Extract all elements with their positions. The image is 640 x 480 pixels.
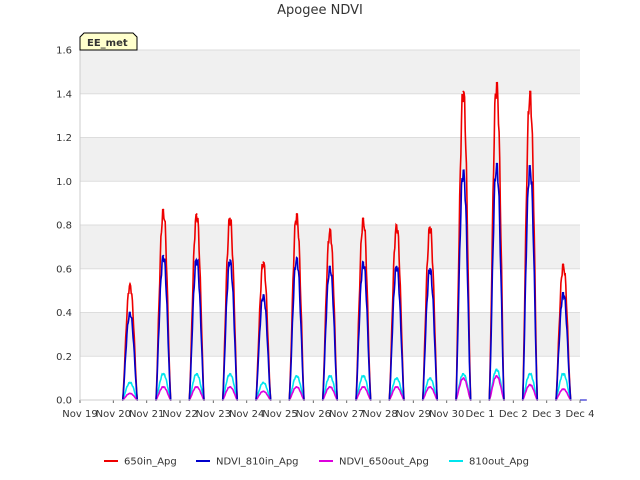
y-tick-label: 0.2 [56,352,72,363]
x-tick-label: Nov 25 [262,409,297,420]
data-point [362,385,365,388]
y-tick-label: 1.4 [56,89,72,100]
legend-item: 810out_Apg [449,457,529,468]
y-tick-label: 0.4 [56,308,72,319]
data-point [562,263,565,266]
data-point [495,375,498,377]
x-tick-label: Nov 21 [129,409,164,420]
data-point [162,254,165,257]
data-point [529,383,531,386]
x-tick-label: Nov 28 [362,409,397,420]
data-point [195,259,198,261]
data-point [362,375,365,377]
data-point [462,377,465,380]
legend-label: NDVI_810in_Apg [216,457,299,468]
data-point [129,283,131,285]
x-tick-label: Nov 27 [329,409,364,420]
legend-label: 650in_Apg [124,457,177,468]
data-point [229,217,231,220]
data-point [329,265,331,268]
data-point [229,259,231,261]
data-point [262,390,265,393]
data-point [195,385,198,388]
data-point [329,385,331,388]
y-tick-label: 0.6 [56,264,72,275]
data-point [295,375,298,377]
data-point [395,224,398,226]
data-point [295,385,298,388]
data-point [462,372,465,375]
data-point [562,388,565,390]
y-tick-label: 1.2 [56,133,72,144]
x-tick-label: Nov 23 [196,409,231,420]
legend-item: NDVI_810in_Apg [196,457,299,468]
data-point [162,208,165,211]
y-tick-label: 0.0 [56,396,72,407]
data-point [529,90,531,93]
data-point [162,372,165,375]
chart-title: Apogee NDVI [277,3,363,18]
data-point [562,372,565,375]
legend-item: NDVI_650out_Apg [319,457,429,468]
data-point [329,375,331,377]
data-point [129,381,131,384]
x-tick-label: Nov 29 [396,409,431,420]
x-tick-label: Nov 22 [162,409,197,420]
data-point [429,226,431,229]
data-point [129,311,131,314]
y-tick-label: 1.0 [56,177,72,188]
x-tick-label: Nov 26 [296,409,331,420]
data-point [462,90,465,93]
data-point [495,81,498,84]
data-point [529,165,531,167]
site-badge-label: EE_met [87,38,128,49]
data-point [562,291,565,294]
x-tick-label: Nov 19 [62,409,97,420]
data-point [495,368,498,371]
data-point [429,385,431,388]
legend-label: NDVI_650out_Apg [339,457,429,468]
data-point [262,381,265,384]
data-point [395,385,398,388]
data-point [395,377,398,380]
data-point [429,377,431,380]
data-point [329,228,331,231]
data-point [162,385,165,388]
data-point [429,267,431,270]
data-point [295,213,298,215]
x-tick-label: Nov 30 [429,409,464,420]
x-tick-label: Dec 4 [566,409,595,420]
data-point [395,265,398,268]
data-point [262,261,265,264]
y-tick-label: 1.6 [56,46,72,57]
data-point [229,385,231,388]
plot-band [80,312,580,357]
data-point [195,372,198,375]
data-point [295,256,298,259]
data-point [262,294,265,296]
x-tick-label: Dec 2 [499,409,528,420]
x-tick-label: Nov 20 [96,409,131,420]
plot-band [80,137,580,182]
data-point [362,217,365,220]
plot-band [80,50,580,94]
data-point [529,372,531,375]
data-point [129,392,131,395]
y-tick-label: 0.8 [56,221,72,232]
legend-item: 650in_Apg [104,457,177,468]
site-badge: EE_met [79,32,138,51]
x-tick-label: Dec 3 [532,409,561,420]
legend: 650in_Apg NDVI_810in_Apg NDVI_650out_Apg 81… [104,457,529,468]
data-point [462,169,465,172]
data-point [495,162,498,165]
x-tick-label: Nov 24 [229,409,264,420]
data-point [195,213,198,215]
x-tick-label: Dec 1 [466,409,495,420]
data-point [362,261,365,264]
legend-label: 810out_Apg [469,457,529,468]
data-point [229,372,231,375]
